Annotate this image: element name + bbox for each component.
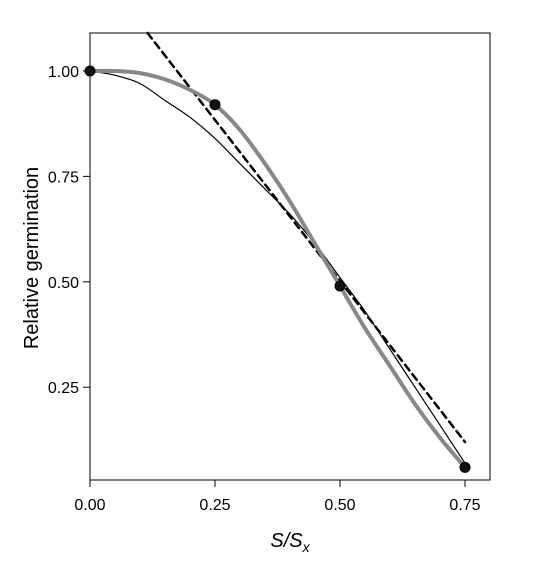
y-tick-label: 0.25 bbox=[48, 380, 79, 397]
data-point bbox=[334, 280, 346, 292]
x-tick-label: 0.75 bbox=[449, 497, 480, 514]
data-point bbox=[209, 99, 221, 111]
data-point bbox=[459, 461, 471, 473]
x-axis-title-main: S/S bbox=[270, 530, 303, 552]
data-points bbox=[84, 65, 471, 473]
series-lines bbox=[88, 31, 467, 470]
x-tick-label: 0.25 bbox=[199, 497, 230, 514]
series-line-dashed bbox=[146, 31, 467, 444]
series-line-black-thin bbox=[89, 70, 466, 464]
y-tick-label: 1.00 bbox=[48, 64, 79, 81]
x-axis-title: S/Sx bbox=[270, 530, 310, 555]
y-axis-title: Relative germination bbox=[21, 167, 43, 349]
x-tick-label: 0.00 bbox=[74, 497, 105, 514]
x-tick-label: 0.50 bbox=[324, 497, 355, 514]
data-point bbox=[84, 65, 96, 77]
plot-frame bbox=[89, 32, 491, 481]
x-axis-title-subscript: x bbox=[302, 539, 311, 555]
y-tick-label: 0.50 bbox=[48, 275, 79, 292]
y-tick-label: 0.75 bbox=[48, 169, 79, 186]
x-axis-ticks: 0.00 0.25 0.50 0.75 bbox=[74, 480, 481, 514]
series-line-gray-thick bbox=[88, 68, 467, 470]
y-axis-ticks: 0.25 0.50 0.75 1.00 bbox=[48, 64, 90, 397]
